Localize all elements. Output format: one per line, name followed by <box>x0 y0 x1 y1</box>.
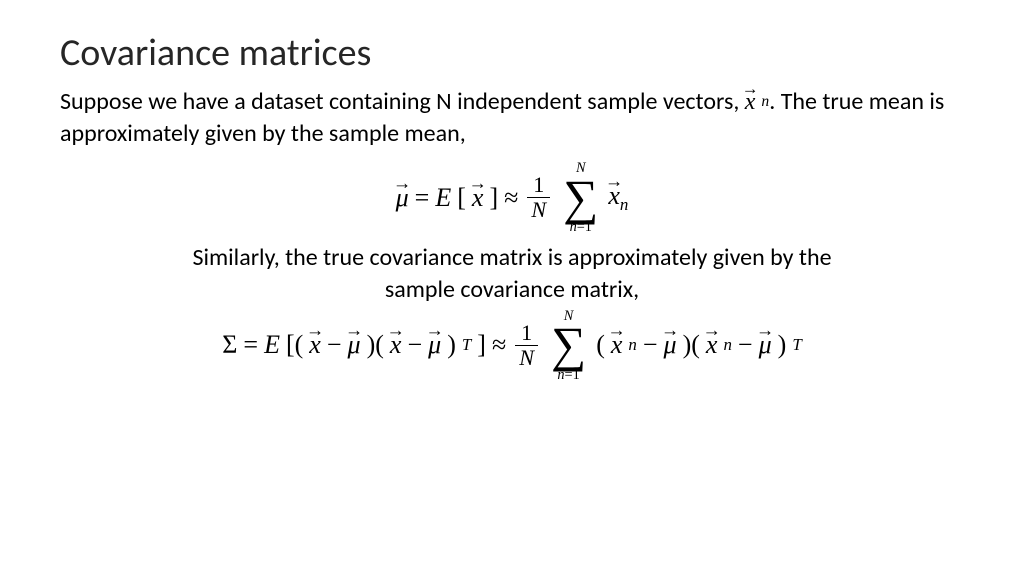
equation-1-block: μ = E[x] ≈ 1 N N ∑ n=1 xn <box>60 161 964 234</box>
eq1-equals: = <box>415 183 430 213</box>
eq2-frac: 1 N <box>515 321 538 371</box>
eq1-frac-den: N <box>527 197 550 222</box>
equation-2-block: Σ = E[(x − μ)(x − μ)T] ≈ 1 N N ∑ n=1 (xn… <box>60 309 964 382</box>
eq2-frac-num: 1 <box>517 321 536 345</box>
eq1-xn: xn <box>608 181 628 215</box>
eq2-lp: ( <box>596 330 605 360</box>
eq1-sum-bot: n=1 <box>570 220 592 234</box>
eq2-Sigma: Σ <box>222 330 237 360</box>
eq2-minus2: − <box>407 330 422 360</box>
eq1-frac-num: 1 <box>529 173 548 197</box>
para1-text-a: Suppose we have a dataset containing N i… <box>60 87 745 116</box>
eq2-xn2-sub: n <box>723 335 731 355</box>
slide-title: Covariance matrices <box>60 30 964 76</box>
eq2-frac-den: N <box>515 345 538 370</box>
eq1-rb: ] <box>489 183 498 213</box>
eq2-mun1: μ <box>664 330 677 360</box>
eq2-mid: )( <box>367 330 384 360</box>
eq2-minus1: − <box>327 330 342 360</box>
eq2-lb: [( <box>286 330 303 360</box>
eq2-xn1-sub: n <box>628 335 636 355</box>
eq2-T2: T <box>792 335 801 355</box>
eq1-approx: ≈ <box>504 183 518 213</box>
eq2-minus4: − <box>738 330 753 360</box>
eq2-sum-sigma: ∑ <box>551 323 586 367</box>
eq1-sum-sigma: ∑ <box>563 176 598 220</box>
eq1-lb: [ <box>457 183 466 213</box>
paragraph-2b: sample covariance matrix, <box>60 274 964 305</box>
eq2-E: E <box>264 330 280 360</box>
eq2-T1: T <box>462 335 471 355</box>
eq2-xn1: x <box>611 330 623 360</box>
equation-1: μ = E[x] ≈ 1 N N ∑ n=1 xn <box>396 161 629 234</box>
eq2-minus3: − <box>643 330 658 360</box>
paragraph-1: Suppose we have a dataset containing N i… <box>60 86 964 149</box>
eq2-rb2: ] <box>477 330 486 360</box>
eq1-mu: μ <box>396 183 409 213</box>
eq2-x2: x <box>390 330 402 360</box>
eq2-mu1: μ <box>348 330 361 360</box>
eq2-equals: = <box>243 330 258 360</box>
eq1-E: E <box>435 183 451 213</box>
eq2-rb: ) <box>447 330 456 360</box>
eq2-sum: N ∑ n=1 <box>551 309 586 382</box>
eq2-approx: ≈ <box>492 330 506 360</box>
eq1-frac: 1 N <box>527 173 550 223</box>
eq1-sum: N ∑ n=1 <box>563 161 598 234</box>
eq2-mu2: μ <box>428 330 441 360</box>
eq2-xn2: x <box>706 330 718 360</box>
eq2-mid2: )( <box>683 330 700 360</box>
eq2-rp: ) <box>778 330 787 360</box>
eq1-x: x <box>472 183 484 213</box>
eq2-mun2: μ <box>759 330 772 360</box>
eq2-sum-bot: n=1 <box>557 368 579 382</box>
eq2-x1: x <box>309 330 321 360</box>
equation-2: Σ = E[(x − μ)(x − μ)T] ≈ 1 N N ∑ n=1 (xn… <box>222 309 801 382</box>
inline-vec-x: x <box>745 87 756 118</box>
paragraph-2a: Similarly, the true covariance matrix is… <box>60 242 964 273</box>
